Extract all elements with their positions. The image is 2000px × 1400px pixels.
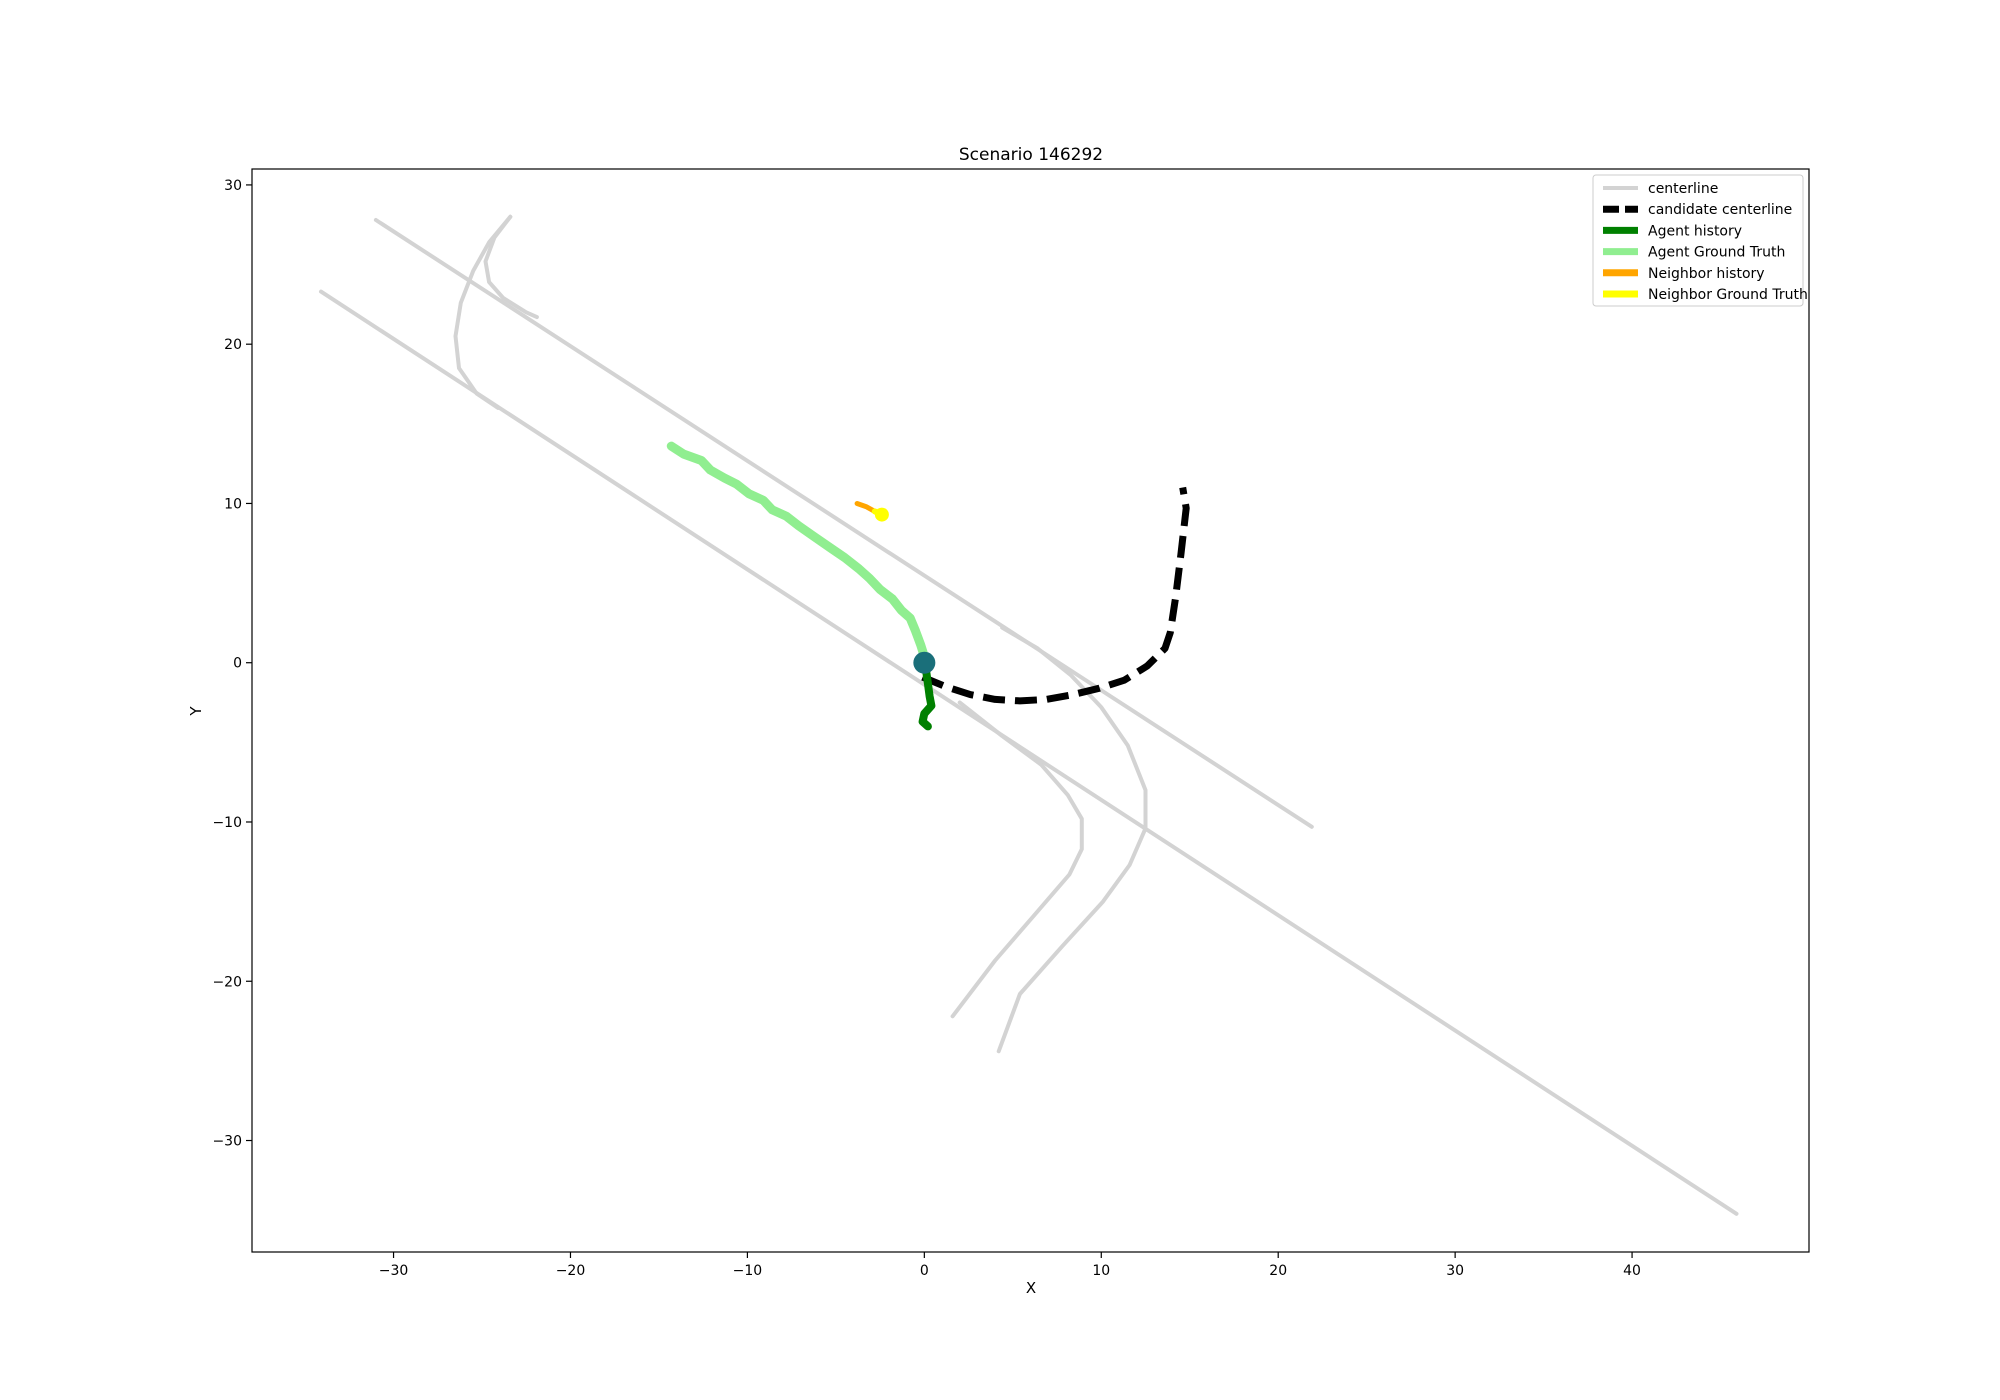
legend-label-agent-ground-truth: Agent Ground Truth <box>1648 245 1785 261</box>
candidate-centerline-line-1 <box>921 486 1190 705</box>
centerline-line-1 <box>373 218 1314 829</box>
plot-data-layer <box>319 214 1739 1216</box>
x-axis-label: X <box>1026 1279 1036 1297</box>
centerline-line-6 <box>950 700 1084 1019</box>
y-tick-label: −30 <box>212 1134 242 1150</box>
y-axis-label: Y <box>187 706 205 717</box>
centerline-line-3 <box>453 214 513 410</box>
marker-layer <box>874 507 936 674</box>
x-tick-label: −10 <box>733 1263 763 1279</box>
centerline-line-5 <box>996 625 1148 1054</box>
x-tick-label: 10 <box>1092 1263 1110 1279</box>
axes-frame <box>251 168 1810 1253</box>
chart-title: Scenario 146292 <box>959 145 1103 165</box>
y-tick-label: 30 <box>224 178 242 194</box>
x-tick-label: −30 <box>379 1263 409 1279</box>
legend-label-centerline: centerline <box>1648 181 1718 197</box>
y-tick-label: 20 <box>224 337 242 353</box>
y-axis-ticks: −30 −20 −10 0 10 20 30 <box>212 178 252 1150</box>
y-tick-label: 0 <box>233 656 242 672</box>
series-layer <box>319 214 1739 1216</box>
y-tick-label: −20 <box>212 974 242 990</box>
legend-label-neighbor-ground-truth: Neighbor Ground Truth <box>1648 287 1808 303</box>
agent-current-position-marker <box>913 651 936 674</box>
neighbor-current-position-marker <box>874 507 889 522</box>
y-tick-label: −10 <box>212 815 242 831</box>
x-axis-ticks: −30 −20 −10 0 10 20 30 40 <box>379 1252 1641 1279</box>
legend-label-neighbor-history: Neighbor history <box>1648 266 1765 282</box>
x-tick-label: 30 <box>1446 1263 1464 1279</box>
centerline-line-2 <box>319 289 1739 1216</box>
y-tick-label: 10 <box>224 496 242 512</box>
legend-label-candidate-centerline: candidate centerline <box>1648 202 1792 218</box>
x-tick-label: 0 <box>920 1263 929 1279</box>
agent-ground-truth-line-1 <box>666 441 929 661</box>
neighbor-history-line-1 <box>854 501 878 514</box>
legend: centerline candidate centerline Agent hist… <box>1592 174 1808 307</box>
legend-box <box>1592 174 1804 307</box>
centerline-line-4 <box>483 214 539 320</box>
legend-label-agent-history: Agent history <box>1648 223 1742 239</box>
x-tick-label: −20 <box>556 1263 586 1279</box>
x-tick-label: 20 <box>1269 1263 1287 1279</box>
x-tick-label: 40 <box>1623 1263 1641 1279</box>
